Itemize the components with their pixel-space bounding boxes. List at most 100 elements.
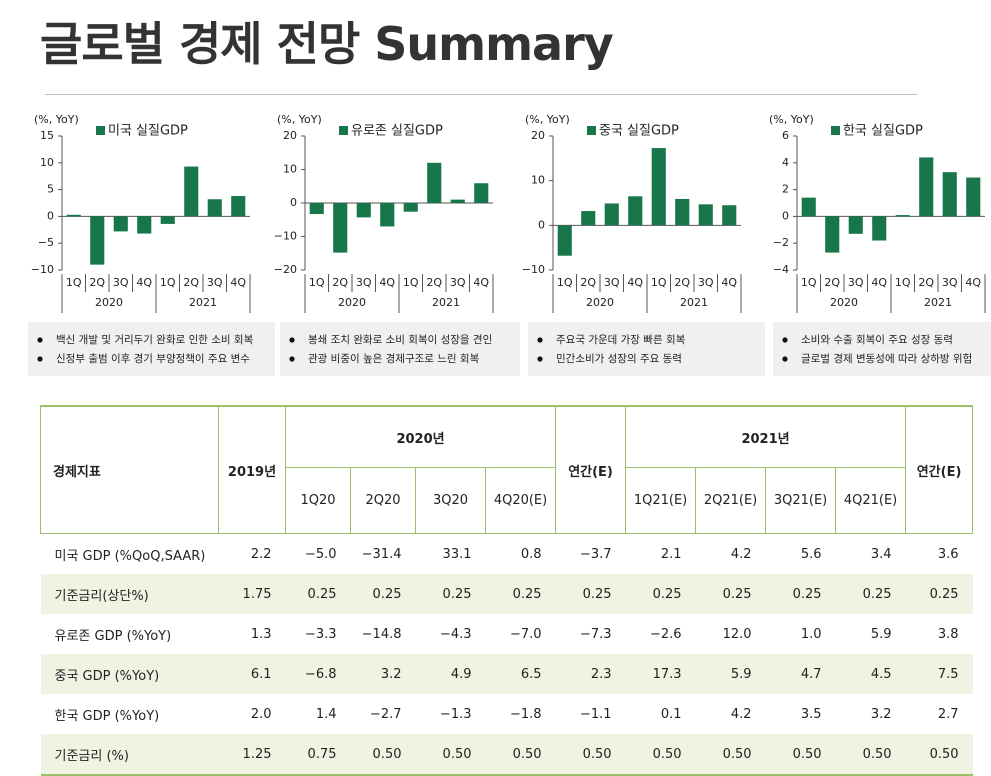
bar <box>356 203 371 218</box>
table-row: 유로존 GDP (%YoY) 1.3 −3.3 −14.8 −4.3 −7.0 −7.3 −2… <box>41 614 973 654</box>
cell: 2.0 <box>250 706 272 722</box>
cell: −3.3 <box>304 626 337 642</box>
bullet <box>289 356 295 362</box>
bar <box>698 204 713 226</box>
note: 소비와 수출 회복이 주요 성장 동력 <box>801 334 953 346</box>
title-rule <box>45 94 917 95</box>
unit-label: (%, YoY) <box>525 113 570 126</box>
bar <box>66 214 81 217</box>
bar <box>604 203 619 226</box>
bar <box>403 203 418 212</box>
summary-table: 경제지표 2019년 2020년 연간(E) 2021년 연간(E) 1Q20 2Q20 3Q… <box>40 405 974 776</box>
legend-swatch <box>339 126 348 135</box>
bar <box>651 148 666 226</box>
bar <box>919 157 934 217</box>
cell: 0.50 <box>485 734 556 776</box>
y-tick-label: 4 <box>782 156 789 169</box>
x-tick-label: 3Q <box>604 276 620 289</box>
x-tick-label: 4Q <box>473 276 489 289</box>
bar <box>557 225 572 256</box>
x-tick-label: 3Q <box>848 276 864 289</box>
group-label: 2021 <box>680 296 708 309</box>
x-tick-label: 2Q <box>426 276 442 289</box>
bar <box>184 166 199 217</box>
x-tick-label: 2Q <box>332 276 348 289</box>
unit-label: (%, YoY) <box>769 113 814 126</box>
bullet <box>37 337 43 343</box>
header-cell: 2Q21(E) <box>695 467 767 534</box>
cell: 0.25 <box>555 574 626 614</box>
y-tick-label: 20 <box>283 129 297 142</box>
cell: 0.50 <box>350 734 416 776</box>
bar <box>581 211 596 226</box>
cell: 6.1 <box>218 654 286 694</box>
x-tick-label: 1Q <box>557 276 573 289</box>
cell: 1.0 <box>800 626 822 642</box>
cell: 0.50 <box>695 734 766 776</box>
bar <box>333 203 348 253</box>
x-tick-label: 4Q <box>871 276 887 289</box>
cell: −7.3 <box>579 626 612 642</box>
y-tick-label: −2 <box>773 236 789 249</box>
charts: (%, YoY) 미국 실질GDP −10 −5 0 5 10 15 1Q 2Q 3Q 4Q 1Q 2Q 3… <box>28 113 991 376</box>
cell: −5.0 <box>304 546 337 562</box>
cell: 4.5 <box>835 654 906 694</box>
cell: 5.6 <box>800 546 822 562</box>
cell: 5.9 <box>695 654 766 694</box>
bar <box>137 216 152 234</box>
y-tick-label: −4 <box>773 263 789 276</box>
group-label: 2020 <box>586 296 614 309</box>
table-row: 기준금리 (%) 1.25 0.75 0.50 0.50 0.50 0.50 0.50 0.50… <box>40 734 973 776</box>
y-tick-label: 10 <box>40 156 54 169</box>
cell: 7.5 <box>905 654 973 694</box>
cell: 0.75 <box>285 734 351 776</box>
cell: 1.75 <box>218 574 286 614</box>
cell: 0.50 <box>765 734 836 776</box>
unit-label: (%, YoY) <box>277 113 322 126</box>
y-tick-label: −10 <box>522 263 545 276</box>
y-tick-label: −5 <box>38 236 54 249</box>
legend-swatch <box>96 126 105 135</box>
cell: 0.50 <box>835 734 906 776</box>
y-tick-label: −10 <box>31 263 54 276</box>
cell: 3.5 <box>800 706 822 722</box>
cell: 1.25 <box>218 734 286 776</box>
bar <box>722 205 737 226</box>
cell: 1.4 <box>315 706 337 722</box>
bar <box>872 216 887 241</box>
cell: −4.3 <box>439 626 472 642</box>
header-cell: 4Q20(E) <box>484 467 557 534</box>
bullet <box>289 337 295 343</box>
y-tick-label: −20 <box>274 263 297 276</box>
row-label: 중국 GDP (%YoY) <box>40 654 219 694</box>
y-tick-label: −10 <box>274 230 297 243</box>
cell: −1.8 <box>509 706 542 722</box>
cell: 4.9 <box>415 654 486 694</box>
cell: 3.6 <box>937 546 959 562</box>
bullet <box>537 337 543 343</box>
group-label: 2020 <box>95 296 123 309</box>
bar <box>450 199 465 203</box>
group-label: 2021 <box>924 296 952 309</box>
cell: 0.50 <box>625 734 696 776</box>
y-tick-label: 0 <box>290 196 297 209</box>
y-tick-label: 10 <box>531 174 545 187</box>
bar <box>628 196 643 226</box>
cell: 4.2 <box>730 706 752 722</box>
table-row: 한국 GDP (%YoY) 2.0 1.4 −2.7 −1.3 −1.8 −1.1 0.1 4.… <box>41 694 973 734</box>
notes-box <box>773 322 991 376</box>
cell: −14.8 <box>361 626 402 642</box>
y-tick-label: 10 <box>283 163 297 176</box>
cell: 0.25 <box>415 574 486 614</box>
legend-label: 중국 실질GDP <box>599 124 679 139</box>
x-tick-label: 3Q <box>942 276 958 289</box>
bar <box>801 197 816 217</box>
bar <box>942 172 957 217</box>
y-tick-label: 0 <box>782 209 789 222</box>
x-tick-label: 1Q <box>309 276 325 289</box>
x-tick-label: 4Q <box>627 276 643 289</box>
header-cell: 3Q20 <box>415 467 486 534</box>
x-tick-label: 3Q <box>698 276 714 289</box>
cell: 0.8 <box>520 546 542 562</box>
